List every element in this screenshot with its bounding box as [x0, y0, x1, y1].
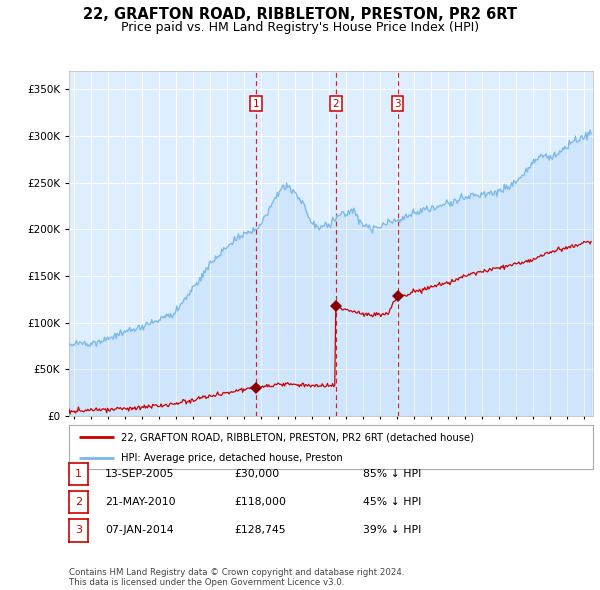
Text: 39% ↓ HPI: 39% ↓ HPI	[363, 526, 421, 535]
Text: HPI: Average price, detached house, Preston: HPI: Average price, detached house, Pres…	[121, 453, 343, 463]
Text: £30,000: £30,000	[234, 469, 279, 478]
Text: 07-JAN-2014: 07-JAN-2014	[105, 526, 173, 535]
Text: Price paid vs. HM Land Registry's House Price Index (HPI): Price paid vs. HM Land Registry's House …	[121, 21, 479, 34]
Text: £128,745: £128,745	[234, 526, 286, 535]
Text: £118,000: £118,000	[234, 497, 286, 507]
Text: 1: 1	[75, 469, 82, 478]
Text: 1: 1	[253, 99, 259, 109]
Text: 3: 3	[394, 99, 401, 109]
Text: Contains HM Land Registry data © Crown copyright and database right 2024.
This d: Contains HM Land Registry data © Crown c…	[69, 568, 404, 587]
Text: 45% ↓ HPI: 45% ↓ HPI	[363, 497, 421, 507]
Text: 2: 2	[332, 99, 339, 109]
Text: 22, GRAFTON ROAD, RIBBLETON, PRESTON, PR2 6RT: 22, GRAFTON ROAD, RIBBLETON, PRESTON, PR…	[83, 7, 517, 22]
Text: 13-SEP-2005: 13-SEP-2005	[105, 469, 175, 478]
Text: 2: 2	[75, 497, 82, 507]
Text: 22, GRAFTON ROAD, RIBBLETON, PRESTON, PR2 6RT (detached house): 22, GRAFTON ROAD, RIBBLETON, PRESTON, PR…	[121, 432, 475, 442]
Text: 21-MAY-2010: 21-MAY-2010	[105, 497, 176, 507]
Text: 3: 3	[75, 526, 82, 535]
Text: 85% ↓ HPI: 85% ↓ HPI	[363, 469, 421, 478]
